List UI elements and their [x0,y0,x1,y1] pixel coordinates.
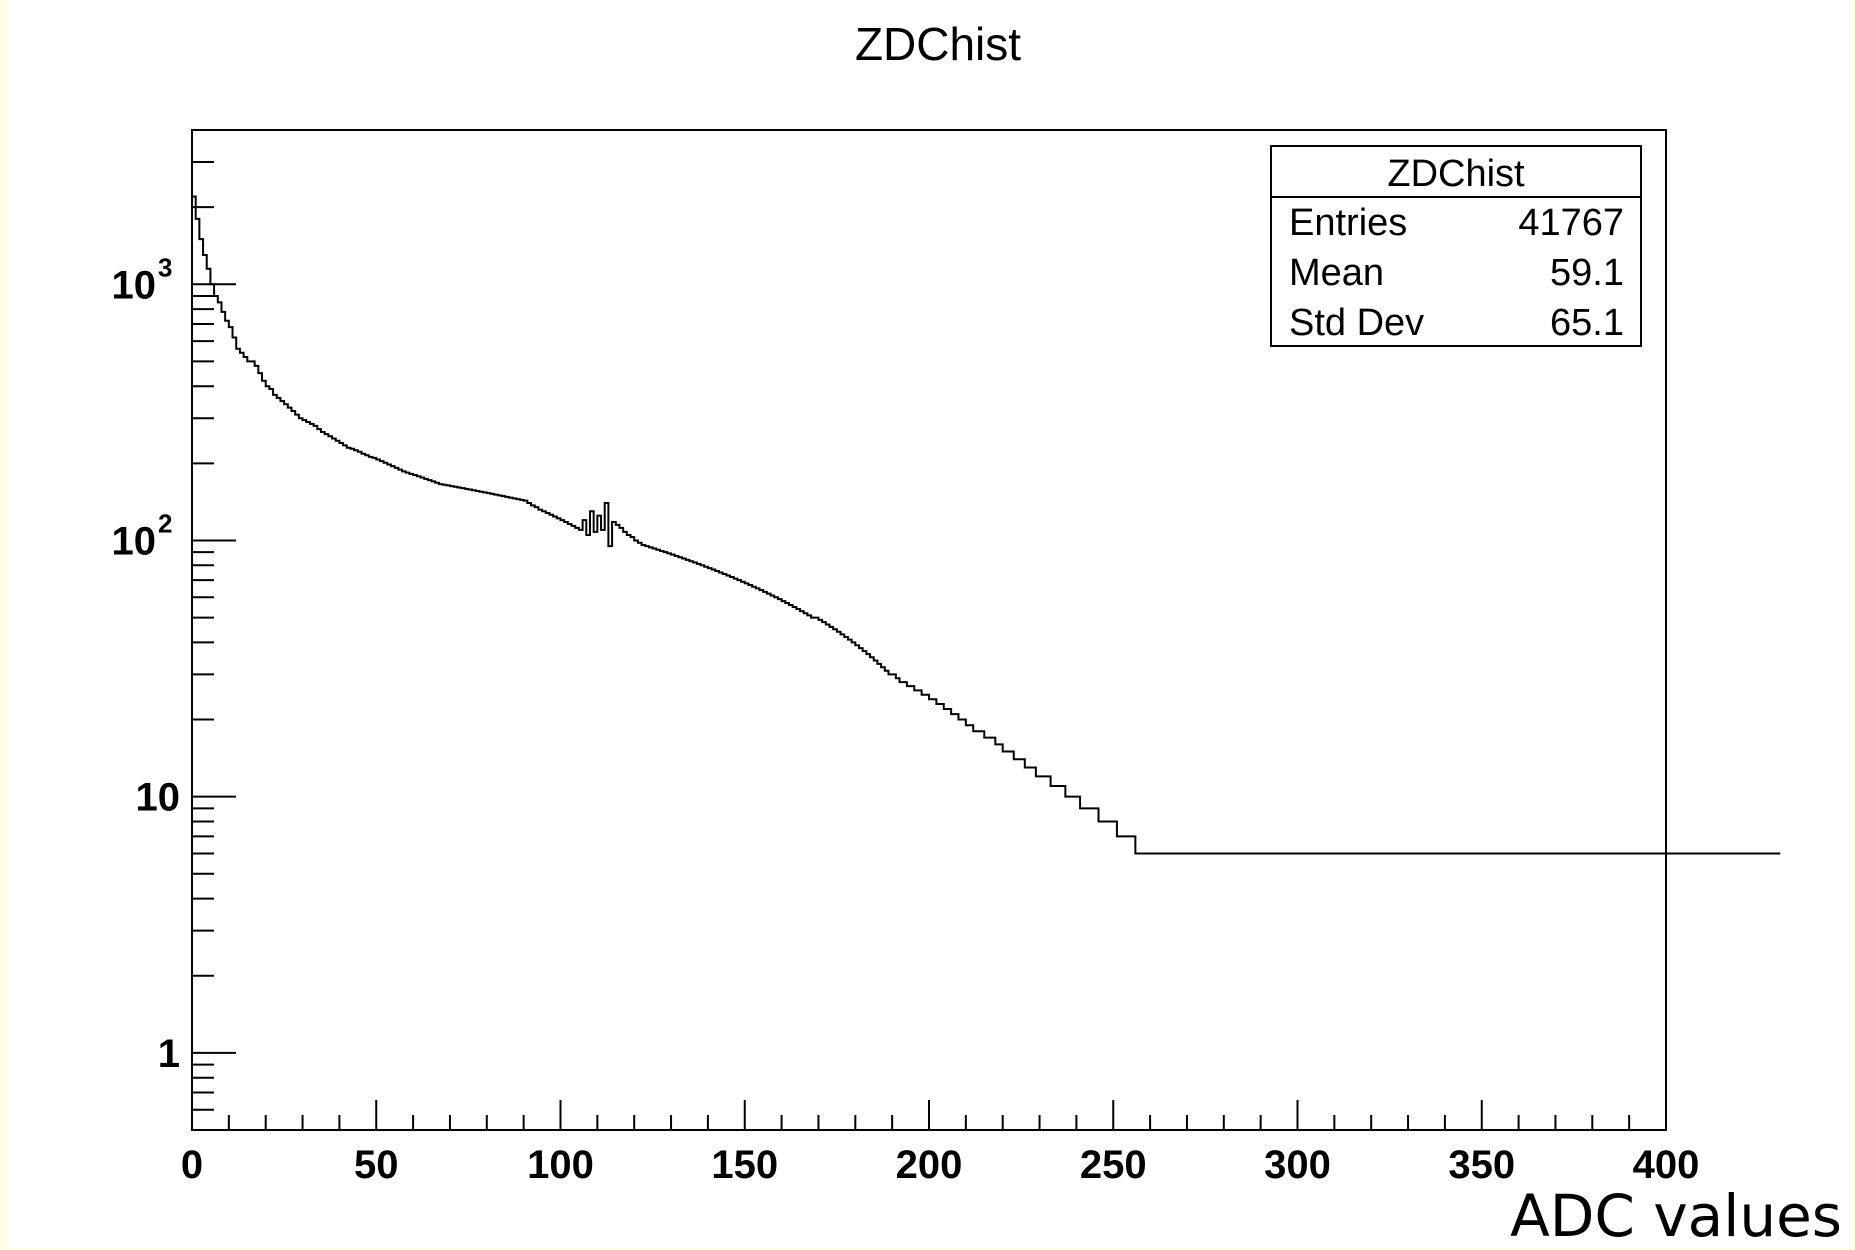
x-tick-label: 100 [527,1143,594,1187]
y-tick-label: 10 [112,263,157,307]
stats-box: ZDChist Entries 41767 Mean 59.1 Std Dev … [1270,145,1642,347]
x-tick-label: 300 [1264,1143,1331,1187]
chart-title: ZDChist [855,18,1021,70]
y-tick-label: 10 [112,519,157,563]
histogram-line [191,195,1781,1130]
x-axis-label: ADC values [1510,1182,1842,1248]
stats-mean-value: 59.1 [1550,252,1624,294]
x-tick-label: 150 [711,1143,778,1187]
stats-stddev-value: 65.1 [1550,302,1624,344]
x-tick-label: 50 [354,1143,399,1187]
y-tick-exponent: 3 [158,252,172,282]
x-tick-label: 350 [1448,1143,1515,1187]
stats-stddev-label: Std Dev [1289,302,1424,344]
x-axis: 0 50 100 150 200 250 300 350 400 [181,1100,1700,1187]
stats-box-title: ZDChist [1387,153,1525,195]
stats-box-frame [1270,145,1642,347]
chart-canvas: ZDChist 1 10 10 2 10 3 0 50 100 150 200 250 300 350 4… [8,0,1851,1248]
x-tick-label: 200 [896,1143,963,1187]
stats-entries-value: 41767 [1518,202,1624,244]
x-tick-label: 400 [1633,1143,1700,1187]
x-tick-label: 250 [1080,1143,1147,1187]
y-tick-label: 10 [136,776,181,820]
stats-entries-label: Entries [1289,202,1407,244]
y-tick-exponent: 2 [158,508,172,538]
x-tick-label: 0 [181,1143,203,1187]
y-tick-label: 1 [158,1032,180,1076]
stats-mean-label: Mean [1289,252,1384,294]
